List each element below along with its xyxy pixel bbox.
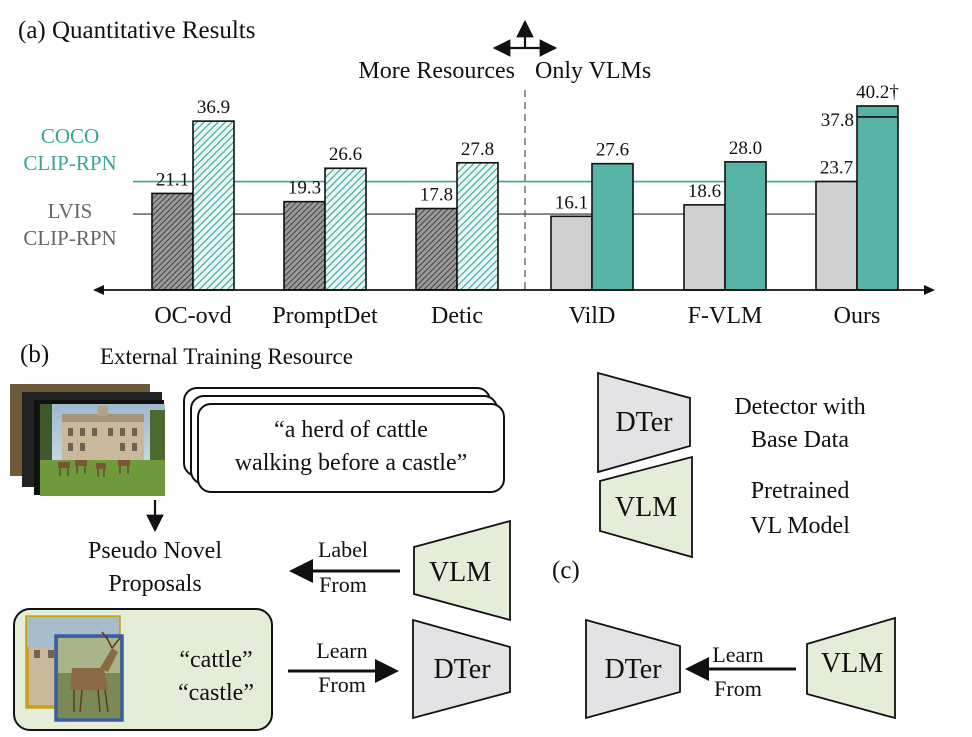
data-label: 16.1 [555,192,588,213]
data-label: 27.6 [596,140,629,161]
inner-mark-label: 37.8 [821,110,854,131]
bar-detic-s2 [456,161,499,291]
proposals-box: “cattle” “castle” [13,608,273,731]
castle-photo [40,404,165,496]
word-cattle: “cattle” [179,647,252,673]
only-vlms-label: Only VLMs [535,58,651,84]
x-tick-label: Ours [834,303,881,329]
bar-vild-s1 [550,215,593,291]
panel-c-vlm-label: VLM [821,648,883,679]
data-label: 27.8 [461,139,494,160]
bar-vild-s2 [591,162,634,291]
pseudo-proposals-line-1: Pseudo Novel [88,538,222,564]
data-label: 40.2† [856,82,899,103]
label-from-line-2: From [319,572,367,597]
lvis-ref-label-2: CLIP-RPN [23,226,116,250]
label-from-line-1: Label [318,537,368,562]
data-label: 19.3 [288,178,321,199]
axis-left-arrow-icon [93,285,104,295]
lvis-ref-label-1: LVIS [48,199,93,223]
vlm-block-label: VLM [429,557,491,588]
data-label: 18.6 [688,181,721,202]
learn-from-line-2: From [318,672,366,697]
caption-line-2: walking before a castle” [235,450,468,476]
x-tick-label: VilD [569,303,616,329]
bar-oc-ovd-s2 [192,120,235,291]
more-resources-label: More Resources [358,58,515,84]
word-castle: “castle” [178,680,254,706]
legend-vlm-desc-1: Pretrained [751,478,850,504]
legend-vlm-desc-2: VL Model [750,513,850,539]
legend-dter-block [597,371,691,474]
data-label: 36.9 [197,97,230,118]
data-label: 21.1 [156,169,189,190]
x-tick-labels: OC-ovd PromptDet Detic VilD F-VLM Ours [154,303,880,329]
panel-c-dter-block [585,618,681,720]
panel-c-dter-label: DTer [604,654,662,685]
image-stack [10,384,165,496]
x-tick-label: Detic [431,303,483,329]
panel-c-learn-line-1: Learn [712,642,763,667]
learn-from-line-1: Learn [316,638,367,663]
panel-a-title: (a) Quantitative Results [18,17,255,44]
x-tick-label: PromptDet [272,303,378,329]
dter-block-label: DTer [433,654,491,685]
bar-ours-s2 [856,105,899,291]
caption-card-stack: “a herd of cattle walking before a castl… [183,387,505,493]
legend-dter-desc-1: Detector with [734,394,865,420]
x-tick-label: OC-ovd [154,303,231,329]
split-arrow-icon [492,19,558,57]
panel-c-vlm-block [806,616,896,720]
bar-promptdet-s2 [324,167,367,291]
coco-ref-label-1: COCO [41,124,99,148]
data-label: 26.6 [329,144,362,165]
axis-right-arrow-icon [924,285,935,295]
panel-c-learn-line-2: From [714,676,762,701]
data-label: 17.8 [420,185,453,206]
legend-vlm-block [599,455,693,559]
pseudo-proposals-line-2: Proposals [108,571,201,597]
bar-ours-s1 [815,180,858,291]
x-tick-label: F-VLM [688,303,763,329]
data-label: 23.7 [820,158,853,179]
panel-b-label: (b) [20,341,49,368]
external-resource-title: External Training Resource [100,344,353,369]
bar-oc-ovd-s1 [151,192,194,291]
bar-group: 21.1 36.9 19.3 26.6 17.8 27.8 16.1 27.6 18.6 28.0… [151,82,899,291]
data-label: 28.0 [729,138,762,159]
legend-dter-label: DTer [615,407,673,438]
bar-f-vlm-s1 [683,204,726,291]
vlm-block [413,519,511,622]
legend-vlm-label: VLM [615,492,677,523]
bar-detic-s1 [415,207,458,291]
caption-line-1: “a herd of cattle [274,417,428,443]
legend-dter-desc-2: Base Data [751,427,849,453]
bar-promptdet-s1 [283,200,326,291]
dter-block [412,618,511,720]
coco-ref-label-2: CLIP-RPN [23,151,116,175]
bar-f-vlm-s2 [724,161,767,291]
panel-c-label: (c) [552,557,580,584]
